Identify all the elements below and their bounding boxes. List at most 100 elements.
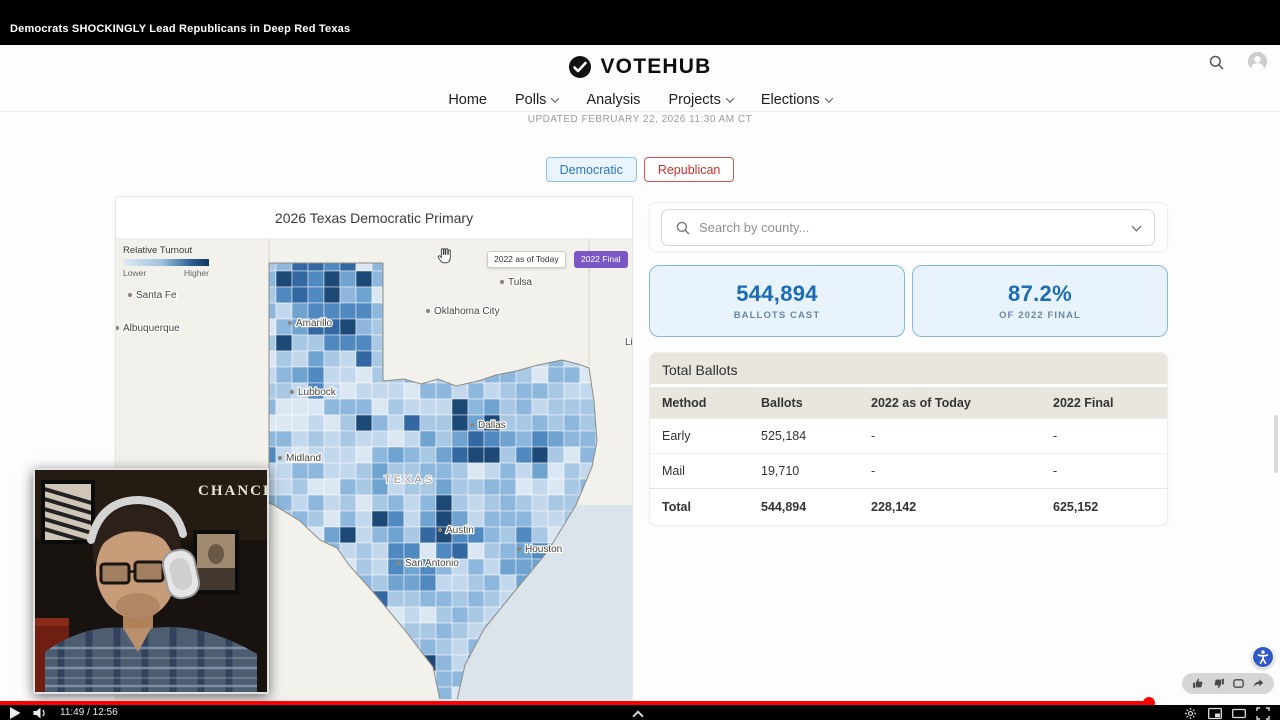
county-cell[interactable] <box>387 430 405 448</box>
county-cell[interactable] <box>403 430 421 448</box>
county-cell[interactable] <box>419 526 437 544</box>
county-cell[interactable] <box>387 558 405 576</box>
thumbs-up-icon[interactable] <box>1192 677 1205 690</box>
county-cell[interactable] <box>355 510 373 528</box>
county-cell[interactable] <box>435 382 453 400</box>
county-cell[interactable] <box>307 366 325 384</box>
county-cell[interactable] <box>579 414 597 432</box>
county-cell[interactable] <box>291 478 309 496</box>
county-cell[interactable] <box>355 334 373 352</box>
county-cell[interactable] <box>499 510 517 528</box>
county-cell[interactable] <box>419 382 437 400</box>
county-cell[interactable] <box>435 398 453 416</box>
county-cell[interactable] <box>435 462 453 480</box>
county-cell[interactable] <box>275 366 293 384</box>
accessibility-widget[interactable] <box>1252 646 1274 668</box>
county-cell[interactable] <box>387 414 405 432</box>
county-cell[interactable] <box>531 526 549 544</box>
county-cell[interactable] <box>339 382 357 400</box>
county-cell[interactable] <box>547 398 565 416</box>
county-cell[interactable] <box>451 590 469 608</box>
county-cell[interactable] <box>387 494 405 512</box>
county-cell[interactable] <box>355 494 373 512</box>
county-cell[interactable] <box>403 398 421 416</box>
county-cell[interactable] <box>291 270 309 288</box>
county-cell[interactable] <box>531 366 549 384</box>
county-cell[interactable] <box>275 286 293 304</box>
county-cell[interactable] <box>499 494 517 512</box>
county-cell[interactable] <box>339 302 357 320</box>
nav-polls[interactable]: Polls <box>515 92 560 108</box>
toggle-2022-as-of-today[interactable]: 2022 as of Today <box>487 251 566 268</box>
volume-button[interactable] <box>33 707 48 719</box>
county-cell[interactable] <box>291 286 309 304</box>
county-cell[interactable] <box>355 382 373 400</box>
county-cell[interactable] <box>371 542 389 560</box>
county-cell[interactable] <box>467 606 485 624</box>
county-cell[interactable] <box>387 542 405 560</box>
county-cell[interactable] <box>339 414 357 432</box>
county-cell[interactable] <box>355 350 373 368</box>
county-cell[interactable] <box>323 446 341 464</box>
county-cell[interactable] <box>403 590 421 608</box>
county-cell[interactable] <box>451 462 469 480</box>
county-cell[interactable] <box>403 606 421 624</box>
county-cell[interactable] <box>499 398 517 416</box>
county-cell[interactable] <box>563 446 581 464</box>
county-cell[interactable] <box>419 574 437 592</box>
county-cell[interactable] <box>339 318 357 336</box>
play-button[interactable] <box>10 707 21 719</box>
county-cell[interactable] <box>355 446 373 464</box>
county-cell[interactable] <box>483 590 501 608</box>
county-cell[interactable] <box>467 542 485 560</box>
county-cell[interactable] <box>323 366 341 384</box>
county-cell[interactable] <box>435 574 453 592</box>
county-cell[interactable] <box>547 494 565 512</box>
county-cell[interactable] <box>499 462 517 480</box>
county-cell[interactable] <box>531 398 549 416</box>
county-cell[interactable] <box>307 414 325 432</box>
county-cell[interactable] <box>547 478 565 496</box>
nav-projects[interactable]: Projects <box>668 92 735 108</box>
county-cell[interactable] <box>483 510 501 528</box>
county-cell[interactable] <box>275 478 293 496</box>
county-cell[interactable] <box>355 478 373 496</box>
county-cell[interactable] <box>307 270 325 288</box>
county-cell[interactable] <box>563 414 581 432</box>
county-cell[interactable] <box>339 462 357 480</box>
county-cell[interactable] <box>371 446 389 464</box>
thumbs-down-icon[interactable] <box>1212 677 1225 690</box>
county-cell[interactable] <box>355 414 373 432</box>
republican-toggle-button[interactable]: Republican <box>643 157 735 182</box>
county-cell[interactable] <box>275 462 293 480</box>
county-cell[interactable] <box>419 398 437 416</box>
county-cell[interactable] <box>275 270 293 288</box>
county-cell[interactable] <box>275 430 293 448</box>
county-cell[interactable] <box>339 286 357 304</box>
county-cell[interactable] <box>563 478 581 496</box>
county-cell[interactable] <box>515 430 533 448</box>
county-cell[interactable] <box>387 510 405 528</box>
county-cell[interactable] <box>323 526 341 544</box>
county-cell[interactable] <box>547 382 565 400</box>
county-cell[interactable] <box>499 558 517 576</box>
county-cell[interactable] <box>499 446 517 464</box>
county-cell[interactable] <box>435 430 453 448</box>
county-cell[interactable] <box>563 430 581 448</box>
nav-elections[interactable]: Elections <box>761 92 833 108</box>
theater-button[interactable] <box>1232 707 1246 720</box>
county-cell[interactable] <box>531 446 549 464</box>
county-cell[interactable] <box>515 398 533 416</box>
county-cell[interactable] <box>403 494 421 512</box>
county-cell[interactable] <box>355 526 373 544</box>
county-cell[interactable] <box>291 302 309 320</box>
county-cell[interactable] <box>387 446 405 464</box>
county-cell[interactable] <box>515 478 533 496</box>
county-cell[interactable] <box>307 478 325 496</box>
county-cell[interactable] <box>307 350 325 368</box>
miniplayer-button[interactable] <box>1208 707 1222 720</box>
county-cell[interactable] <box>547 414 565 432</box>
county-cell[interactable] <box>419 542 437 560</box>
county-cell[interactable] <box>451 574 469 592</box>
county-cell[interactable] <box>435 670 453 688</box>
